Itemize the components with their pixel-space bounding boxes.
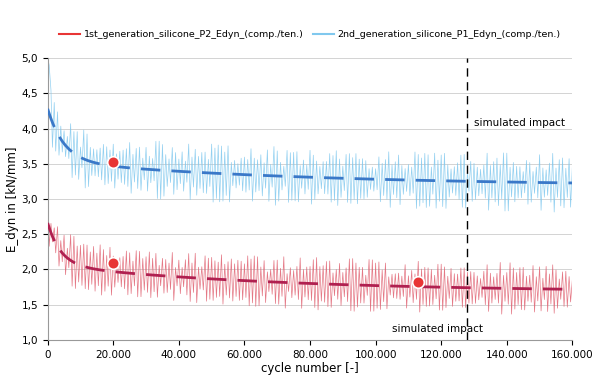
Y-axis label: E_dyn in [kN/mm]: E_dyn in [kN/mm] (5, 146, 19, 252)
Point (109, 159, 118, 165)
X-axis label: cycle number [-]: cycle number [-] (261, 362, 359, 375)
Point (413, 279, 423, 285)
Legend: 1st_generation_silicone_P2_Edyn_(comp./ten.), 2nd_generation_silicone_P1_Edyn_(c: 1st_generation_silicone_P2_Edyn_(comp./t… (55, 26, 565, 43)
Text: simulated impact: simulated impact (474, 118, 565, 128)
Text: simulated impact: simulated impact (392, 324, 483, 335)
Point (109, 260, 118, 266)
